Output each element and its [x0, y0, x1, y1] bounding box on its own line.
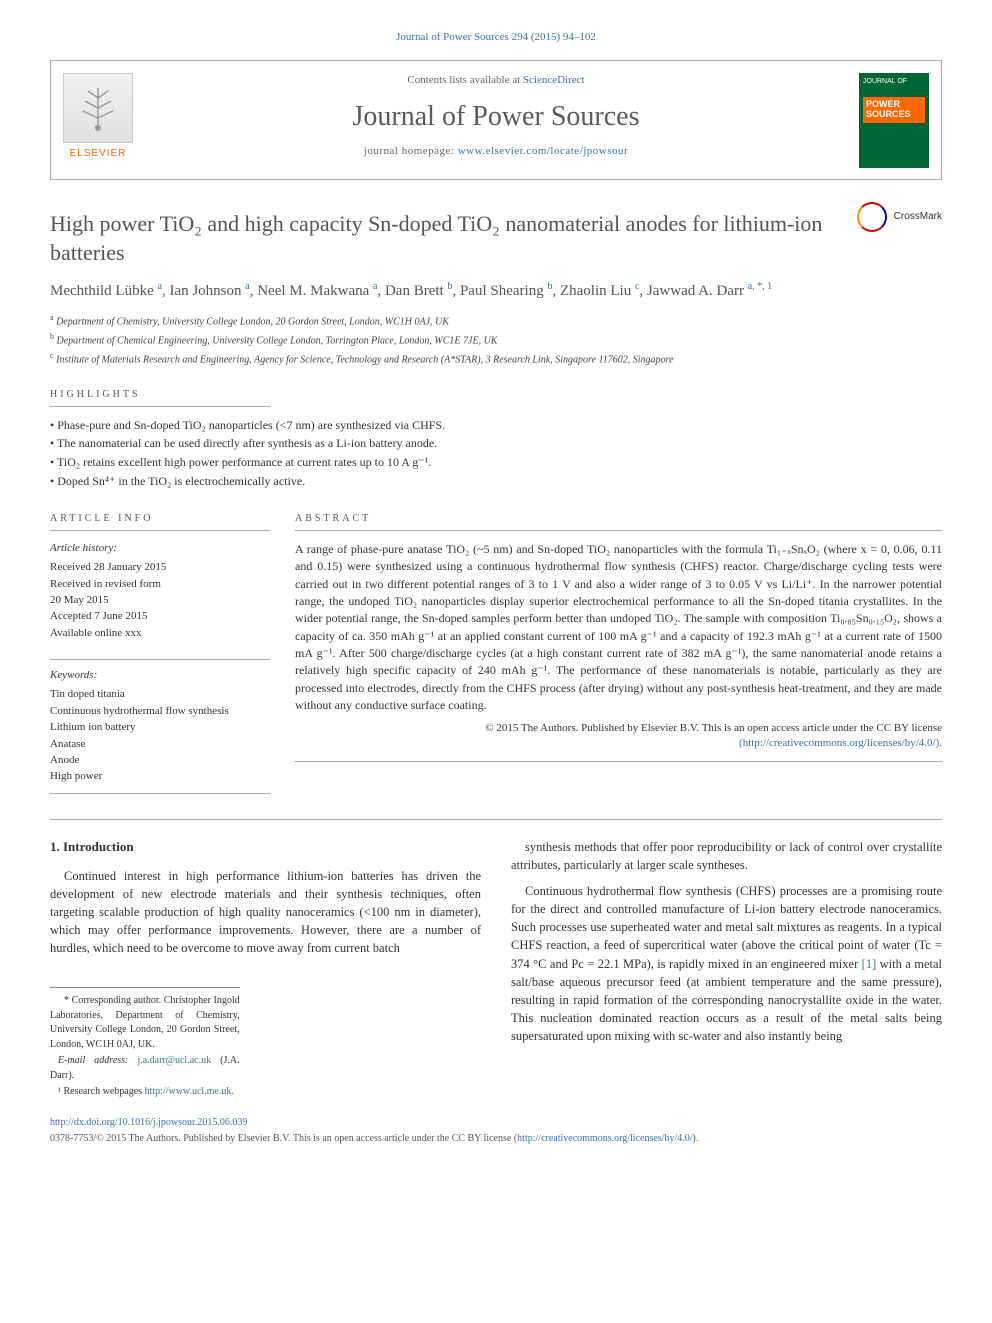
footer-license-link[interactable]: http://creativecommons.org/licenses/by/4… — [517, 1133, 692, 1144]
sciencedirect-link[interactable]: ScienceDirect — [523, 74, 585, 86]
keyword-item: High power — [50, 769, 270, 784]
keyword-item: Tin doped titania — [50, 687, 270, 702]
research-url-link[interactable]: http://www.ucl.me.uk. — [145, 1086, 234, 1097]
keyword-item: Continuous hydrothermal flow synthesis — [50, 704, 270, 719]
body-para-1: Continued interest in high performance l… — [50, 867, 481, 958]
license-link[interactable]: (http://creativecommons.org/licenses/by/… — [739, 737, 942, 749]
body-para-3: Continuous hydrothermal flow synthesis (… — [511, 882, 942, 1045]
article-history-items: Received 28 January 2015 Received in revi… — [50, 560, 270, 641]
abstract-copyright: © 2015 The Authors. Published by Elsevie… — [295, 721, 942, 752]
history-item: Received 28 January 2015 — [50, 560, 270, 575]
history-item: 20 May 2015 — [50, 593, 270, 608]
journal-homepage-line: journal homepage: www.elsevier.com/locat… — [63, 144, 929, 159]
body-para-2: synthesis methods that offer poor reprod… — [511, 838, 942, 874]
keywords-list: Tin doped titania Continuous hydrothermal… — [50, 687, 270, 784]
journal-header-box: ELSEVIER JOURNAL OF POWER SOURCES Conten… — [50, 60, 942, 180]
elsevier-logo[interactable]: ELSEVIER — [63, 73, 133, 163]
footnotes-block: * Corresponding author. Christopher Ingo… — [50, 987, 240, 1100]
history-item: Accepted 7 June 2015 — [50, 609, 270, 624]
research-label: ¹ Research webpages — [58, 1086, 145, 1097]
highlight-item: The nanomaterial can be used directly af… — [50, 435, 942, 452]
crossmark-badge[interactable]: CrossMark — [857, 202, 942, 232]
abstract-text: A range of phase-pure anatase TiO₂ (~5 n… — [295, 541, 942, 715]
highlight-item: Phase-pure and Sn-doped TiO₂ nanoparticl… — [50, 417, 942, 434]
abstract-label: abstract — [295, 512, 942, 531]
article-history-label: Article history: — [50, 541, 270, 556]
corresponding-author-note: * Corresponding author. Christopher Ingo… — [50, 994, 240, 1052]
highlights-list: Phase-pure and Sn-doped TiO₂ nanoparticl… — [50, 417, 942, 490]
keyword-item: Lithium ion battery — [50, 720, 270, 735]
reference-1-link[interactable]: [1] — [862, 957, 877, 971]
journal-cover-thumbnail[interactable]: JOURNAL OF POWER SOURCES — [859, 73, 929, 168]
keyword-item: Anatase — [50, 737, 270, 752]
article-info-label: article info — [50, 512, 270, 531]
author-email-link[interactable]: j.a.darr@ucl.ac.uk — [137, 1055, 211, 1066]
crossmark-label: CrossMark — [894, 211, 942, 222]
article-title: High power TiO₂ and high capacity Sn-dop… — [50, 210, 830, 267]
keywords-label: Keywords: — [50, 668, 270, 683]
email-label: E-mail address: — [58, 1055, 137, 1066]
highlight-item: TiO₂ retains excellent high power perfor… — [50, 454, 942, 471]
highlights-label: highlights — [50, 388, 270, 407]
journal-title: Journal of Power Sources — [63, 97, 929, 136]
affiliations: a Department of Chemistry, University Co… — [50, 312, 942, 368]
author-list: Mechthild Lübke a, Ian Johnson a, Neel M… — [50, 280, 942, 302]
footer-copyright: 0378-7753/© 2015 The Authors. Published … — [50, 1132, 942, 1146]
article-body: 1. Introduction Continued interest in hi… — [50, 838, 942, 1102]
email-line: E-mail address: j.a.darr@ucl.ac.uk (J.A.… — [50, 1054, 240, 1083]
cover-small-text: JOURNAL OF — [863, 77, 925, 87]
affiliation-item: a Department of Chemistry, University Co… — [50, 312, 942, 329]
elsevier-tree-icon — [63, 73, 133, 143]
section-1-heading: 1. Introduction — [50, 838, 481, 857]
homepage-link[interactable]: www.elsevier.com/locate/jpowsour — [458, 145, 628, 157]
keyword-item: Anode — [50, 753, 270, 768]
history-item: Received in revised form — [50, 577, 270, 592]
section-title: Introduction — [63, 839, 134, 854]
history-item: Available online xxx — [50, 626, 270, 641]
doi-link[interactable]: http://dx.doi.org/10.1016/j.jpowsour.201… — [50, 1116, 942, 1130]
crossmark-icon — [857, 202, 887, 232]
contents-prefix: Contents lists available at — [407, 74, 522, 86]
affiliation-item: b Department of Chemical Engineering, Un… — [50, 331, 942, 348]
homepage-prefix: journal homepage: — [364, 145, 458, 157]
copyright-text: © 2015 The Authors. Published by Elsevie… — [485, 722, 942, 734]
issn-text: 0378-7753/© 2015 The Authors. Published … — [50, 1133, 517, 1144]
cover-title: POWER SOURCES — [863, 97, 925, 123]
header-citation: Journal of Power Sources 294 (2015) 94–1… — [50, 30, 942, 45]
affiliation-item: c Institute of Materials Research and En… — [50, 350, 942, 367]
highlight-item: Doped Sn⁴⁺ in the TiO₂ is electrochemica… — [50, 473, 942, 490]
contents-available-line: Contents lists available at ScienceDirec… — [63, 73, 929, 88]
license-close: ). — [693, 1133, 699, 1144]
elsevier-label: ELSEVIER — [63, 147, 133, 161]
section-number: 1. — [50, 839, 60, 854]
research-webpages-line: ¹ Research webpages http://www.ucl.me.uk… — [50, 1085, 240, 1100]
